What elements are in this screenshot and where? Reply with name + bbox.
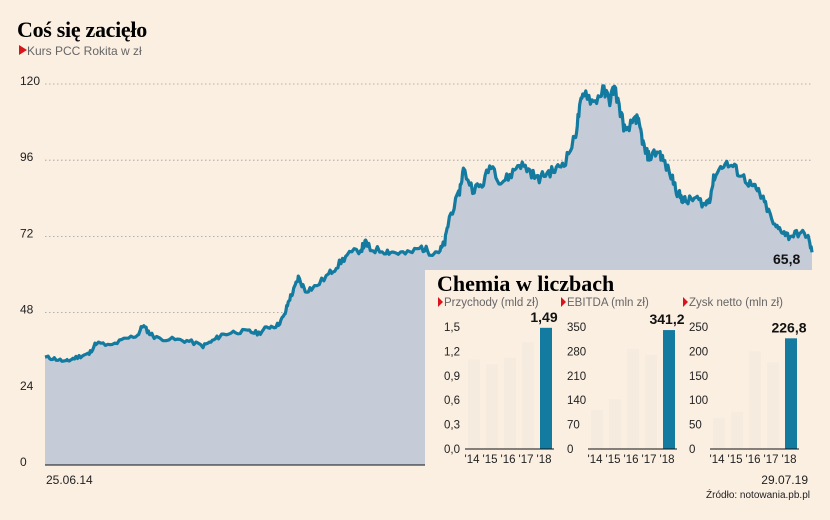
bar-category-label: '18: [782, 454, 797, 466]
panel-marker: [561, 297, 566, 307]
x-end-label: 29.07.19: [761, 473, 808, 487]
panel-y-tick: 350: [567, 322, 586, 334]
bar: [731, 411, 743, 449]
bar: [663, 330, 675, 449]
panel-y-tick: 250: [689, 322, 708, 334]
bar: [522, 342, 534, 449]
panel-y-tick: 140: [567, 395, 586, 407]
bar: [540, 327, 552, 449]
bar: [627, 348, 639, 449]
bar-category-label: '14: [588, 454, 604, 466]
bar-category-label: '15: [606, 454, 621, 466]
source-note: Źródło: notowania.pb.pl: [706, 488, 810, 501]
y-tick-label: 120: [20, 74, 40, 88]
panel-y-tick: 0: [567, 444, 573, 456]
panel-y-tick: 0,9: [444, 371, 460, 383]
panel-y-tick: 0,0: [444, 444, 460, 456]
bar: [713, 418, 725, 449]
inset-title: Chemia w liczbach: [437, 271, 614, 296]
y-tick-label: 24: [20, 379, 34, 393]
bar: [785, 338, 797, 449]
bar-category-label: '18: [660, 454, 675, 466]
bar-category-label: '15: [483, 454, 498, 466]
panel-y-tick: 1,5: [444, 322, 460, 334]
bar: [609, 399, 621, 449]
last-price-label: 65,8: [773, 251, 800, 267]
panel-y-tick: 0: [689, 444, 695, 456]
bar-category-label: '17: [519, 454, 534, 466]
panel-y-tick: 150: [689, 371, 708, 383]
panel-y-tick: 200: [689, 346, 708, 358]
y-tick-label: 48: [20, 303, 34, 317]
bar-value-label: 1,49: [530, 309, 557, 325]
panel-y-tick: 0,6: [444, 395, 460, 407]
panel-title: Zysk netto (mln zł): [689, 297, 783, 309]
bar-category-label: '18: [537, 454, 552, 466]
y-tick-labels: 0 24 48 72 96 120: [20, 74, 40, 469]
panel-net-profit: Zysk netto (mln zł) 0 50 100 150 200 250 '14'15…: [683, 297, 807, 466]
panel-y-tick: 100: [689, 395, 708, 407]
panel-y-tick: 1,2: [444, 346, 460, 358]
bar-category-label: '16: [501, 454, 516, 466]
bar: [468, 359, 480, 449]
bar-category-label: '14: [465, 454, 481, 466]
bar-category-label: '16: [746, 454, 761, 466]
bar: [504, 357, 516, 449]
panel-y-tick: 70: [567, 420, 580, 432]
bar-category-label: '17: [642, 454, 657, 466]
bar-category-label: '17: [764, 454, 779, 466]
panel-y-tick: 210: [567, 371, 586, 383]
y-tick-label: 0: [20, 455, 27, 469]
bar-category-label: '15: [728, 454, 743, 466]
chart-subtitle: Kurs PCC Rokita w zł: [27, 44, 142, 58]
y-tick-label: 72: [20, 226, 34, 240]
x-start-label: 25.06.14: [46, 473, 93, 487]
panel-title: EBITDA (mln zł): [567, 297, 649, 309]
panel-y-tick: 280: [567, 346, 586, 358]
panel-marker: [683, 297, 688, 307]
bar: [486, 364, 498, 449]
bar: [767, 362, 779, 449]
panel-y-tick: 50: [689, 420, 702, 432]
bar-value-label: 226,8: [771, 319, 806, 335]
bar: [749, 351, 761, 449]
panel-y-tick: 0,3: [444, 420, 460, 432]
bar-category-label: '14: [710, 454, 726, 466]
bar: [645, 354, 657, 449]
bar-value-label: 341,2: [649, 311, 684, 327]
panel-title: Przychody (mld zł): [444, 297, 539, 309]
bar-category-label: '16: [624, 454, 639, 466]
subtitle-marker: [19, 45, 27, 55]
bar: [591, 409, 603, 449]
panel-revenue: Przychody (mld zł)0,00,30,60,91,21,5'14 '…: [438, 297, 558, 466]
y-tick-label: 96: [20, 150, 34, 164]
panel-marker: [438, 297, 443, 307]
chart-title: Coś się zacięło: [17, 17, 147, 42]
price-line: [44, 84, 814, 363]
